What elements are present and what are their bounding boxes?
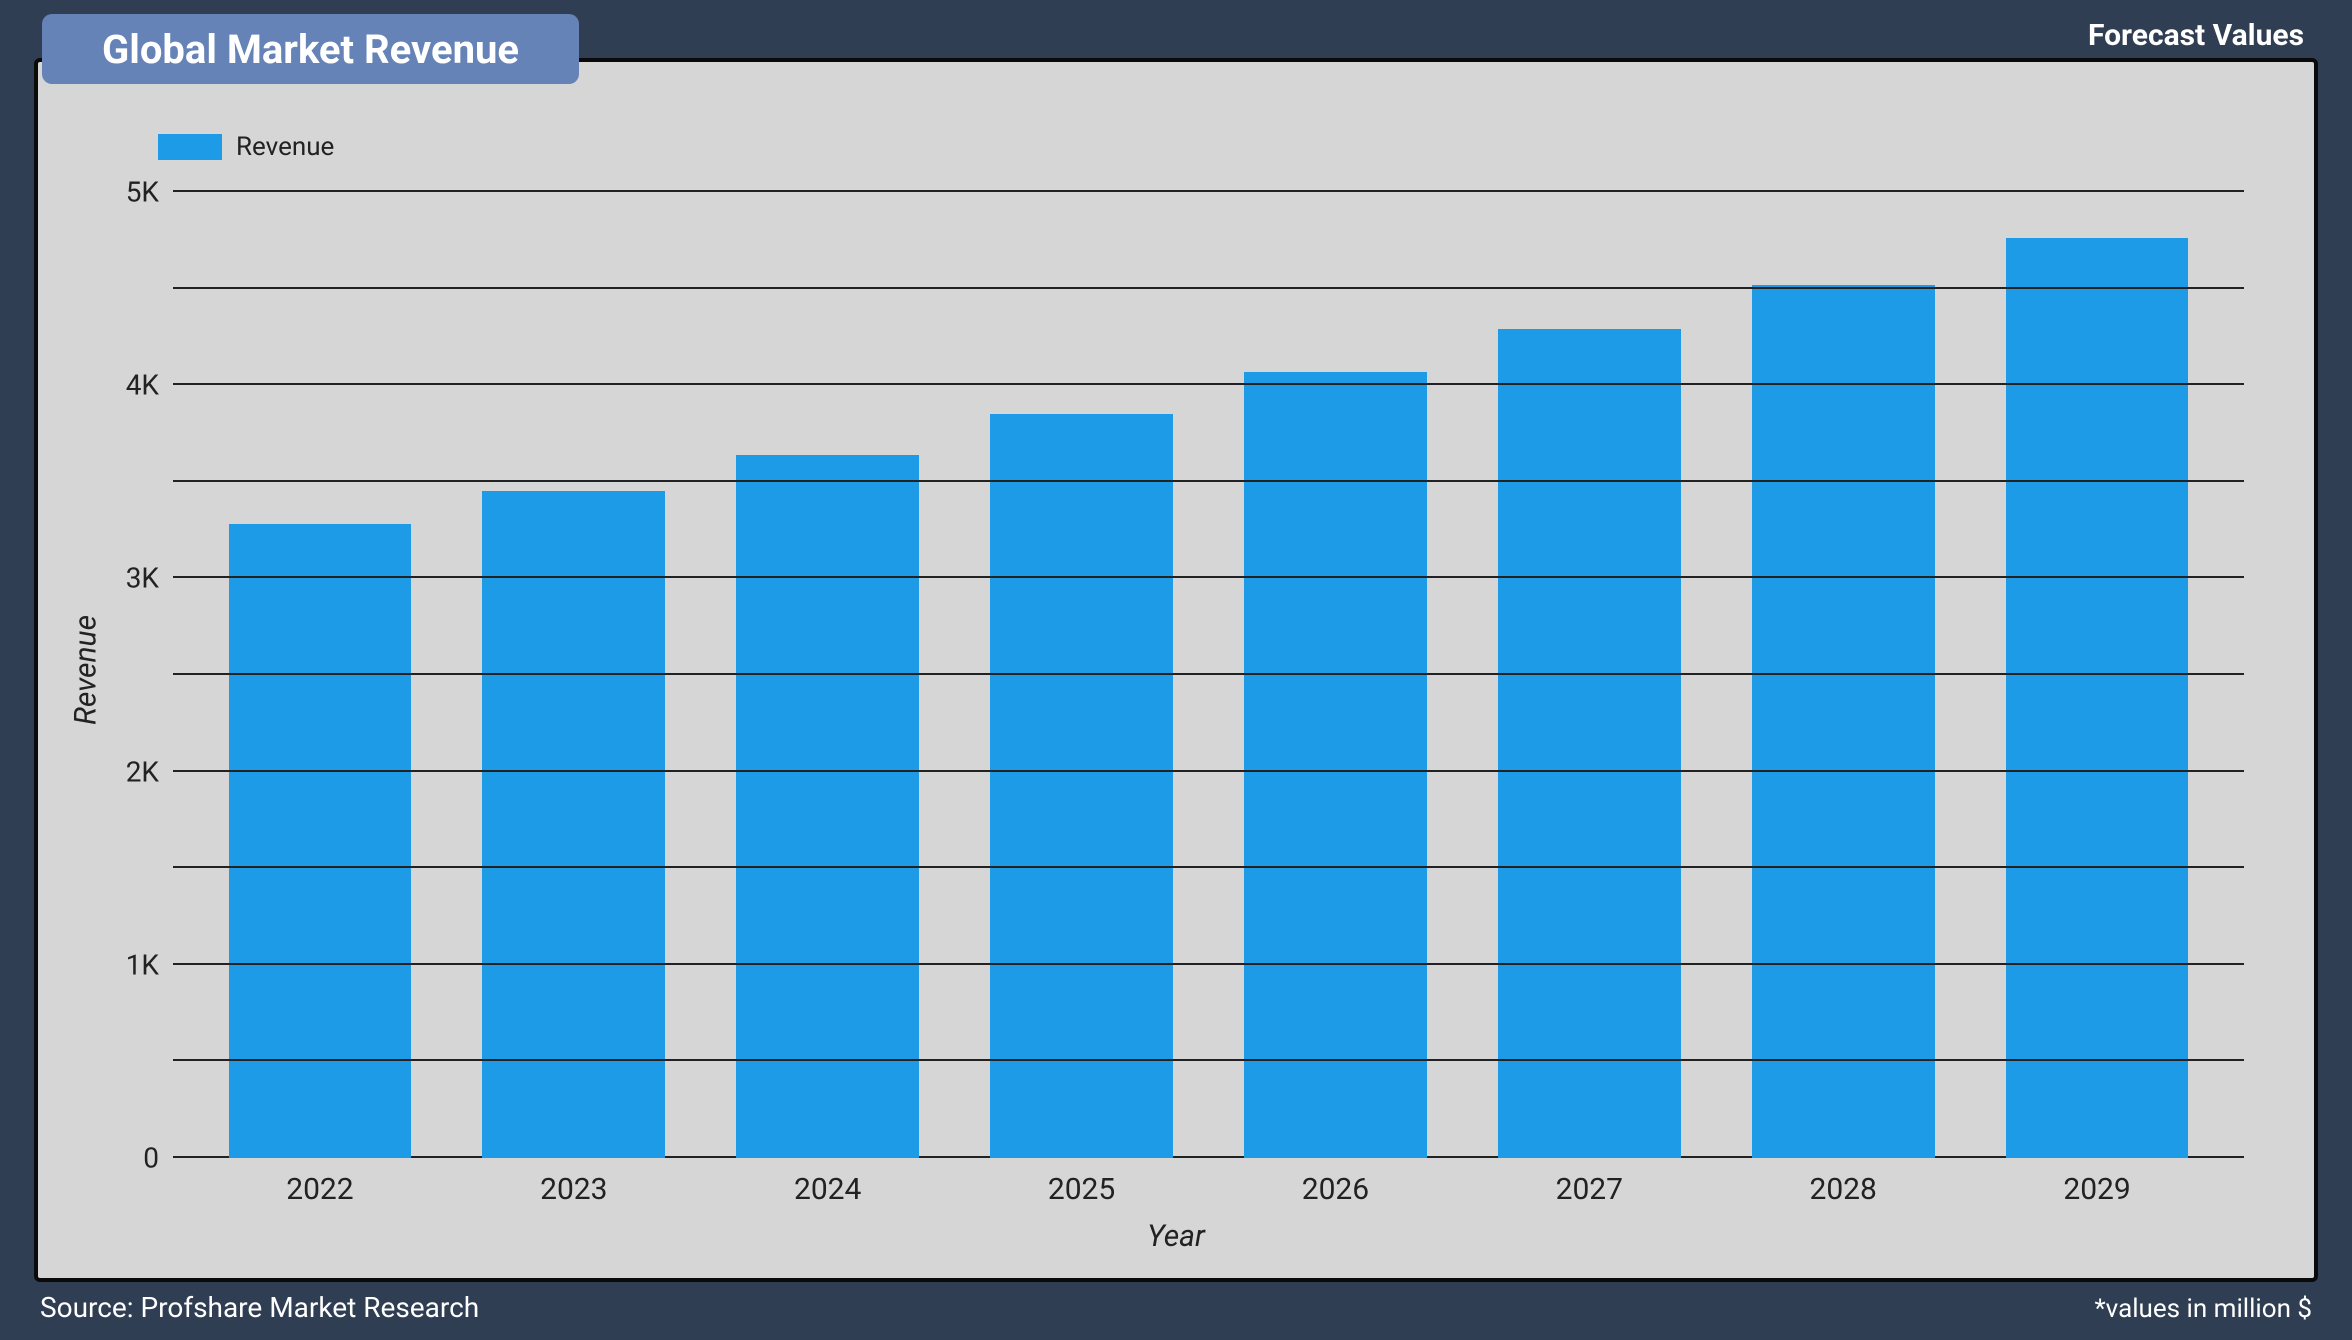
bar-slot: 2028 <box>1716 192 1970 1158</box>
x-tick-label: 2027 <box>1556 1172 1623 1207</box>
grid-line <box>173 190 2244 192</box>
bar-slot: 2027 <box>1462 192 1716 1158</box>
bar <box>736 455 919 1158</box>
legend: Revenue <box>158 132 334 162</box>
bar <box>482 491 665 1158</box>
bars-container: 20222023202420252026202720282029 <box>173 192 2244 1158</box>
grid-line <box>173 866 2244 868</box>
bar <box>2006 238 2189 1158</box>
y-tick-label: 0 <box>143 1142 173 1175</box>
x-tick-label: 2022 <box>286 1172 353 1207</box>
grid-line <box>173 383 2244 385</box>
x-tick-label: 2029 <box>2063 1172 2130 1207</box>
y-tick-label: 1K <box>126 948 173 981</box>
bar <box>1244 372 1427 1158</box>
bar <box>229 524 412 1158</box>
values-note: *values in million $ <box>2094 1294 2312 1324</box>
y-tick-label: 2K <box>126 755 173 788</box>
grid-line <box>173 673 2244 675</box>
x-tick-label: 2026 <box>1302 1172 1369 1207</box>
bar-slot: 2029 <box>1970 192 2224 1158</box>
grid-line <box>173 480 2244 482</box>
bar <box>990 414 1173 1158</box>
y-tick-label: 4K <box>126 369 173 402</box>
x-tick-label: 2024 <box>794 1172 861 1207</box>
forecast-label: Forecast Values <box>2088 18 2304 53</box>
plot-area: 20222023202420252026202720282029 01K2K3K… <box>173 192 2244 1158</box>
y-tick-label: 5K <box>126 176 173 209</box>
legend-label: Revenue <box>236 132 334 162</box>
grid-line <box>173 576 2244 578</box>
chart-frame: Global Market Revenue Forecast Values Re… <box>0 0 2352 1340</box>
bar-slot: 2022 <box>193 192 447 1158</box>
x-tick-label: 2025 <box>1048 1172 1115 1207</box>
y-tick-label: 3K <box>126 562 173 595</box>
grid-line <box>173 963 2244 965</box>
chart-panel: Revenue Revenue 202220232024202520262027… <box>34 58 2318 1282</box>
chart-title: Global Market Revenue <box>102 26 519 73</box>
bar-slot: 2023 <box>447 192 701 1158</box>
bar <box>1498 329 1681 1158</box>
bar-slot: 2026 <box>1209 192 1463 1158</box>
bar-slot: 2025 <box>955 192 1209 1158</box>
x-tick-label: 2028 <box>1809 1172 1876 1207</box>
bar-slot: 2024 <box>701 192 955 1158</box>
x-tick-label: 2023 <box>540 1172 607 1207</box>
grid-line <box>173 770 2244 772</box>
source-label: Source: Profshare Market Research <box>40 1291 479 1324</box>
grid-line <box>173 287 2244 289</box>
legend-swatch <box>158 134 222 160</box>
y-axis-label: Revenue <box>69 615 104 725</box>
title-bar: Global Market Revenue <box>42 14 579 84</box>
x-axis-label: Year <box>1147 1219 1205 1254</box>
bar <box>1752 285 1935 1158</box>
grid-line <box>173 1059 2244 1061</box>
